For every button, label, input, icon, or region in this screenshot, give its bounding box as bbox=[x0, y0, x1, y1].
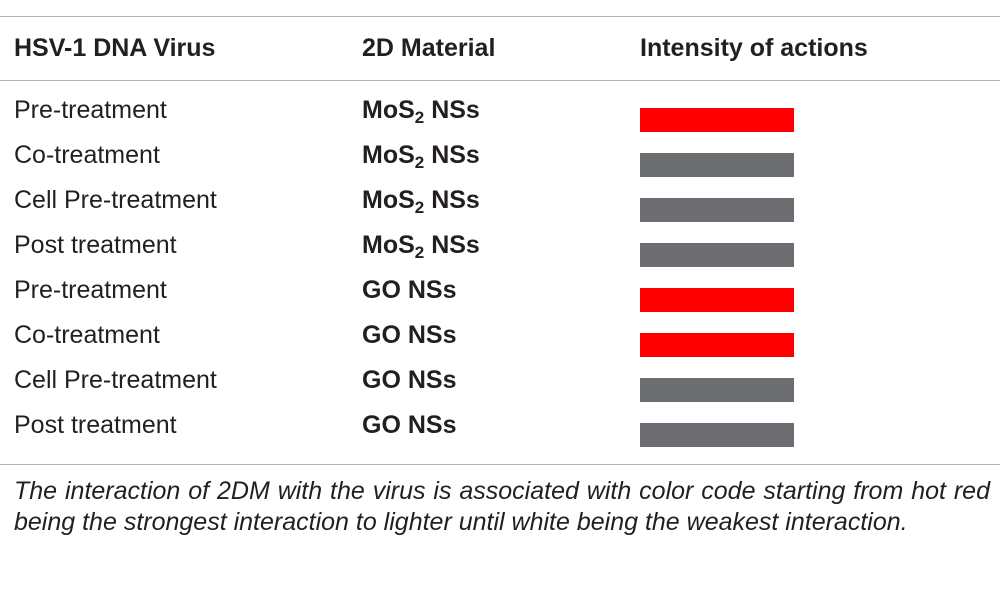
intensity-bar-weak bbox=[640, 153, 794, 177]
material-subscript: 2 bbox=[414, 153, 425, 172]
table-row: Pre-treatment GO NSs bbox=[0, 276, 1000, 321]
header-virus: HSV-1 DNA Virus bbox=[14, 34, 216, 62]
cell-material: MoS2 NSs bbox=[362, 231, 480, 262]
intensity-bar-strong bbox=[640, 108, 794, 132]
material-name: GO NSs bbox=[362, 411, 457, 439]
material-subscript: 2 bbox=[414, 108, 425, 127]
table-row: Post treatment MoS2 NSs bbox=[0, 231, 1000, 276]
material-subscript: 2 bbox=[414, 243, 425, 262]
cell-virus-treatment: Pre-treatment bbox=[14, 276, 167, 304]
intensity-bar-weak bbox=[640, 378, 794, 402]
header-rule bbox=[0, 80, 1000, 81]
material-name: GO NSs bbox=[362, 321, 457, 349]
cell-material: GO NSs bbox=[362, 321, 456, 350]
material-name: MoS bbox=[362, 96, 415, 124]
cell-material: GO NSs bbox=[362, 411, 456, 440]
table-row: Cell Pre-treatment MoS2 NSs bbox=[0, 186, 1000, 231]
intensity-bar-weak bbox=[640, 198, 794, 222]
table-caption: The interaction of 2DM with the virus is… bbox=[14, 477, 990, 536]
intensity-bar-weak bbox=[640, 423, 794, 447]
cell-virus-treatment: Co-treatment bbox=[14, 141, 160, 169]
cell-virus-treatment: Post treatment bbox=[14, 411, 177, 439]
table-row: Co-treatment GO NSs bbox=[0, 321, 1000, 366]
intensity-bar-strong bbox=[640, 288, 794, 312]
table-row: Post treatment GO NSs bbox=[0, 411, 1000, 456]
material-name: GO NSs bbox=[362, 366, 457, 394]
cell-virus-treatment: Post treatment bbox=[14, 231, 177, 259]
cell-material: MoS2 NSs bbox=[362, 141, 480, 172]
cell-virus-treatment: Co-treatment bbox=[14, 321, 160, 349]
cell-virus-treatment: Pre-treatment bbox=[14, 96, 167, 124]
cell-material: MoS2 NSs bbox=[362, 186, 480, 217]
cell-material: MoS2 NSs bbox=[362, 96, 480, 127]
material-name: MoS bbox=[362, 231, 415, 259]
material-name: GO NSs bbox=[362, 276, 457, 304]
table-row: Pre-treatment MoS2 NSs bbox=[0, 96, 1000, 141]
table-top-rule bbox=[0, 16, 1000, 17]
material-suffix: NSs bbox=[424, 231, 480, 259]
table-row: Co-treatment MoS2 NSs bbox=[0, 141, 1000, 186]
intensity-bar-weak bbox=[640, 243, 794, 267]
cell-virus-treatment: Cell Pre-treatment bbox=[14, 186, 217, 214]
material-suffix: NSs bbox=[424, 186, 480, 214]
header-intensity: Intensity of actions bbox=[640, 34, 868, 62]
material-suffix: NSs bbox=[424, 141, 480, 169]
material-suffix: NSs bbox=[424, 96, 480, 124]
cell-material: GO NSs bbox=[362, 276, 456, 305]
material-subscript: 2 bbox=[414, 198, 425, 217]
header-material: 2D Material bbox=[362, 34, 496, 62]
table-bottom-rule bbox=[0, 464, 1000, 465]
intensity-bar-strong bbox=[640, 333, 794, 357]
cell-material: GO NSs bbox=[362, 366, 456, 395]
material-name: MoS bbox=[362, 186, 415, 214]
material-name: MoS bbox=[362, 141, 415, 169]
table-row: Cell Pre-treatment GO NSs bbox=[0, 366, 1000, 411]
cell-virus-treatment: Cell Pre-treatment bbox=[14, 366, 217, 394]
